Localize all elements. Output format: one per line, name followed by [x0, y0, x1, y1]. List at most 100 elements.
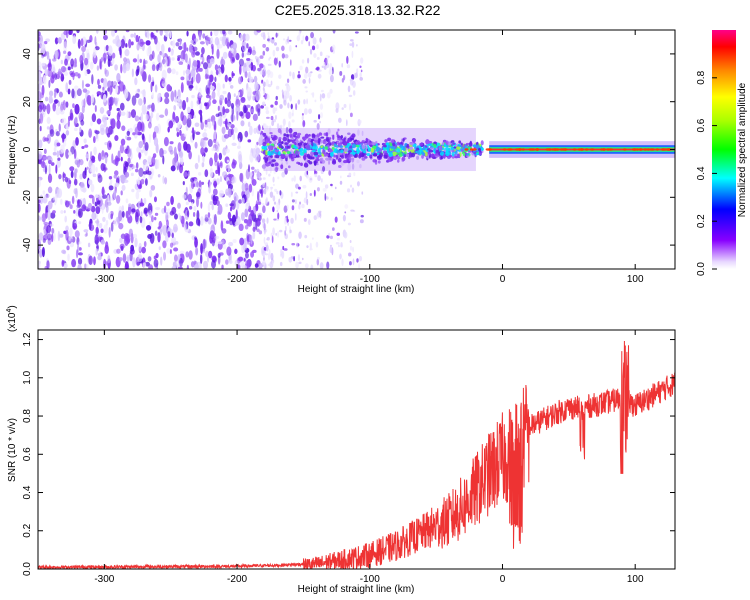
- heatmap-cell: [213, 138, 217, 143]
- heatmap-cell: [63, 41, 68, 53]
- heatmap-cell: [222, 171, 228, 178]
- heatmap-cell: [365, 146, 368, 149]
- heatmap-cell: [72, 222, 78, 230]
- heatmap-cell: [288, 153, 293, 158]
- heatmap-cell: [68, 30, 73, 35]
- heatmap-cell: [137, 201, 140, 210]
- heatmap-cell: [114, 134, 119, 142]
- heatmap-cell: [130, 172, 134, 177]
- heatmap-cell: [88, 179, 93, 186]
- heatmap-cell: [337, 128, 340, 132]
- heatmap-cell: [278, 151, 281, 156]
- heatmap-cell: [62, 141, 67, 147]
- heatmap-cell: [62, 50, 67, 54]
- heatmap-cell: [97, 84, 102, 89]
- heatmap-cell: [214, 152, 218, 163]
- heatmap-cell: [166, 247, 172, 254]
- heatmap-cell: [206, 256, 210, 263]
- heatmap-cell: [90, 150, 93, 160]
- heatmap-cell: [649, 148, 654, 151]
- heatmap-cell: [559, 148, 564, 151]
- heatmap-cell: [115, 195, 121, 204]
- heatmap-cell: [323, 65, 327, 70]
- heatmap-cell: [296, 242, 299, 248]
- heatmap-cell: [56, 150, 60, 158]
- heatmap-cell: [120, 38, 126, 49]
- heatmap-cell: [390, 139, 395, 144]
- colorbar-ticks: 0.0 0.2 0.4 0.6 0.8: [696, 70, 717, 276]
- colorbar-label: Normalized spectral amplitude: [737, 82, 748, 217]
- heatmap-cell: [444, 143, 447, 148]
- heatmap-cell: [340, 149, 344, 154]
- heatmap-cell: [38, 217, 43, 221]
- heatmap-cell: [196, 196, 199, 208]
- heatmap-cell: [326, 57, 329, 64]
- heatmap-cell: [310, 264, 314, 269]
- heatmap-cell: [153, 216, 157, 221]
- heatmap-cell: [220, 220, 224, 231]
- heatmap-cell: [72, 63, 78, 68]
- heatmap-cell: [256, 141, 259, 146]
- heatmap-cell: [293, 145, 297, 148]
- heatmap-cell: [299, 175, 302, 182]
- heatmap-cell: [81, 204, 87, 212]
- heatmap-cell: [469, 148, 474, 151]
- heatmap-cell: [167, 67, 172, 74]
- heatmap-cell: [371, 141, 376, 146]
- heatmap-cell: [202, 155, 205, 163]
- heatmap-cell: [265, 197, 269, 204]
- heatmap-cell: [267, 84, 272, 88]
- heatmap-cell: [163, 136, 169, 147]
- heatmap-cell: [177, 96, 181, 103]
- heatmap-cell: [313, 189, 316, 197]
- heatmap-cell: [300, 162, 303, 167]
- heatmap-cell: [331, 146, 335, 150]
- heatmap-cell: [164, 97, 170, 105]
- heatmap-cell: [306, 170, 309, 175]
- heatmap-cell: [116, 72, 121, 83]
- heatmap-cell: [121, 211, 125, 218]
- heatmap-cell: [38, 123, 41, 128]
- heatmap-cell: [94, 46, 100, 51]
- heatmap-cell: [283, 99, 287, 106]
- heatmap-cell: [279, 104, 283, 109]
- heatmap-cell: [149, 189, 153, 198]
- heatmap-cell: [61, 117, 67, 126]
- heatmap-cell: [110, 222, 114, 232]
- heatmap-cell: [329, 235, 333, 240]
- heatmap-cell: [149, 232, 155, 244]
- heatmap-cell: [210, 43, 214, 50]
- heatmap-cell: [271, 163, 275, 167]
- heatmap-cell: [239, 237, 245, 246]
- heatmap-cell: [202, 132, 208, 139]
- heatmap-cell: [347, 163, 352, 171]
- heatmap-cell: [171, 236, 177, 244]
- heatmap-cell: [638, 148, 643, 151]
- heatmap-cell: [198, 87, 202, 97]
- heatmap-cell: [269, 166, 272, 174]
- heatmap-cell: [291, 199, 295, 203]
- heatmap-cell: [181, 218, 185, 228]
- heatmap-cell: [295, 103, 298, 111]
- heatmap-cell: [370, 147, 375, 153]
- heatmap-cell: [73, 85, 79, 91]
- heatmap-cell: [274, 188, 278, 192]
- heatmap-cell: [217, 67, 222, 78]
- heatmap-cell: [94, 36, 97, 45]
- heatmap-cell: [273, 57, 278, 66]
- heatmap-cell: [237, 256, 244, 262]
- heatmap-cell: [433, 148, 437, 152]
- heatmap-cell: [179, 129, 182, 136]
- heatmap-cell: [174, 115, 180, 124]
- heatmap-cell: [265, 169, 268, 175]
- heatmap-cell: [261, 188, 264, 195]
- heatmap-cell: [221, 126, 226, 135]
- heatmap-cell: [54, 37, 59, 45]
- heatmap-cell: [234, 196, 237, 203]
- heatmap-cell: [95, 130, 100, 135]
- heatmap-cell: [103, 34, 108, 41]
- heatmap-cell: [271, 37, 275, 40]
- heatmap-cell: [218, 252, 224, 256]
- heatmap-cell: [179, 156, 184, 166]
- heatmap-cell: [233, 93, 236, 98]
